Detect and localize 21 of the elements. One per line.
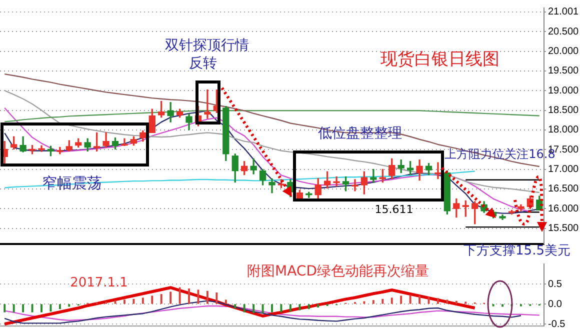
annotation: 15.611 <box>374 202 414 216</box>
y-tick-label: 18.500 <box>548 105 580 116</box>
annotation: 附图MACD绿色动能再次缩量 <box>247 264 429 280</box>
annotation: 2017.1.1 <box>70 275 128 290</box>
y-tick-label: 19.000 <box>548 85 580 96</box>
y-tick-label: 20.000 <box>548 46 580 58</box>
y-tick-label: 18.000 <box>548 124 580 136</box>
y-tick-label: 20.500 <box>548 26 580 38</box>
text: 现货白银日线图 <box>380 49 500 70</box>
y-tick-label: 15.500 <box>548 223 580 234</box>
y-tick-label: 19.500 <box>548 66 580 77</box>
y-tick-label: 0.0 <box>548 298 562 310</box>
y-tick-label: 17.000 <box>548 164 580 176</box>
annotation: 双针探顶行情 <box>165 38 249 54</box>
y-tick-label: -0.5 <box>548 318 566 330</box>
y-tick-label: 21.001 <box>548 6 580 18</box>
y-tick-label: 16.000 <box>548 203 580 214</box>
annotation: 下方支撑15.5美元 <box>464 242 570 258</box>
y-tick-label: 16.500 <box>548 184 580 195</box>
y-tick-label: 0.5 <box>548 278 562 290</box>
annotation: 反转 <box>189 56 217 72</box>
